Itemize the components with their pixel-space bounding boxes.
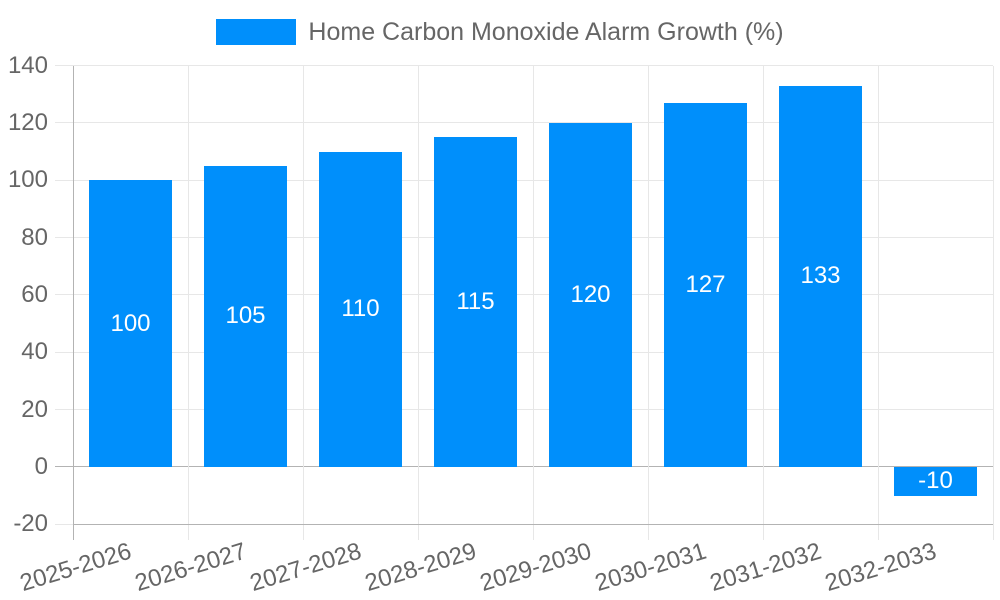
y-tick-mark xyxy=(55,351,73,353)
bar-value-label: 100 xyxy=(110,309,151,337)
bar[interactable] xyxy=(779,85,862,467)
x-tick-label: 2031-2032 xyxy=(706,537,825,597)
y-tick-label: 60 xyxy=(21,280,48,308)
x-tick-mark xyxy=(72,524,74,541)
bar-value-label: 127 xyxy=(685,270,726,298)
y-tick-mark xyxy=(55,294,73,296)
y-tick-mark xyxy=(55,409,73,411)
x-gridline xyxy=(532,65,534,525)
x-gridline xyxy=(302,65,304,525)
bar-value-label: 115 xyxy=(456,288,495,316)
x-tick-mark xyxy=(992,524,994,541)
x-tick-mark xyxy=(647,524,649,541)
x-gridline xyxy=(762,65,764,525)
y-tick-mark xyxy=(55,179,73,181)
y-tick-mark xyxy=(55,122,73,124)
bar[interactable] xyxy=(89,180,172,467)
y-tick-mark xyxy=(55,523,73,525)
y-tick-mark xyxy=(55,466,73,468)
bar-value-label: 105 xyxy=(225,302,266,330)
bar[interactable] xyxy=(664,102,747,467)
legend-label: Home Carbon Monoxide Alarm Growth (%) xyxy=(308,17,784,46)
x-tick-mark xyxy=(187,524,189,541)
x-tick-label: 2025-2026 xyxy=(16,537,135,597)
bar[interactable] xyxy=(204,165,287,467)
x-tick-label: 2032-2033 xyxy=(821,537,940,597)
x-tick-mark xyxy=(302,524,304,541)
bar-value-label: 133 xyxy=(800,262,841,290)
y-tick-label: 0 xyxy=(34,452,48,480)
x-tick-label: 2029-2030 xyxy=(476,537,595,597)
legend-swatch xyxy=(216,19,297,45)
x-tick-mark xyxy=(532,524,534,541)
y-tick-label: 20 xyxy=(21,395,48,423)
legend[interactable]: Home Carbon Monoxide Alarm Growth (%) xyxy=(0,18,1000,46)
bar[interactable] xyxy=(549,122,632,467)
bar-value-label: 110 xyxy=(341,295,380,323)
x-gridline xyxy=(187,65,189,525)
y-tick-mark xyxy=(55,65,73,66)
x-gridline xyxy=(72,65,74,525)
bar[interactable] xyxy=(434,137,517,467)
x-tick-mark xyxy=(417,524,419,541)
x-gridline xyxy=(417,65,419,525)
bar[interactable] xyxy=(319,151,402,467)
y-tick-label: 80 xyxy=(21,223,48,251)
x-tick-label: 2027-2028 xyxy=(246,537,365,597)
y-tick-label: 100 xyxy=(7,166,48,194)
bar-value-label: 120 xyxy=(570,280,611,308)
x-gridline xyxy=(877,65,879,525)
x-tick-mark xyxy=(877,524,879,541)
x-gridline xyxy=(992,65,994,525)
x-tick-label: 2026-2027 xyxy=(131,537,250,597)
y-tick-mark xyxy=(55,237,73,239)
y-tick-label: -20 xyxy=(13,510,48,538)
x-tick-label: 2028-2029 xyxy=(361,537,480,597)
x-gridline xyxy=(647,65,649,525)
bar[interactable] xyxy=(894,466,977,496)
y-tick-label: 140 xyxy=(7,51,48,79)
y-tick-label: 120 xyxy=(7,108,48,136)
x-axis-border xyxy=(73,523,993,525)
y-tick-label: 40 xyxy=(21,338,48,366)
bar-value-label: -10 xyxy=(918,467,953,495)
x-tick-mark xyxy=(762,524,764,541)
x-tick-label: 2030-2031 xyxy=(591,537,710,597)
